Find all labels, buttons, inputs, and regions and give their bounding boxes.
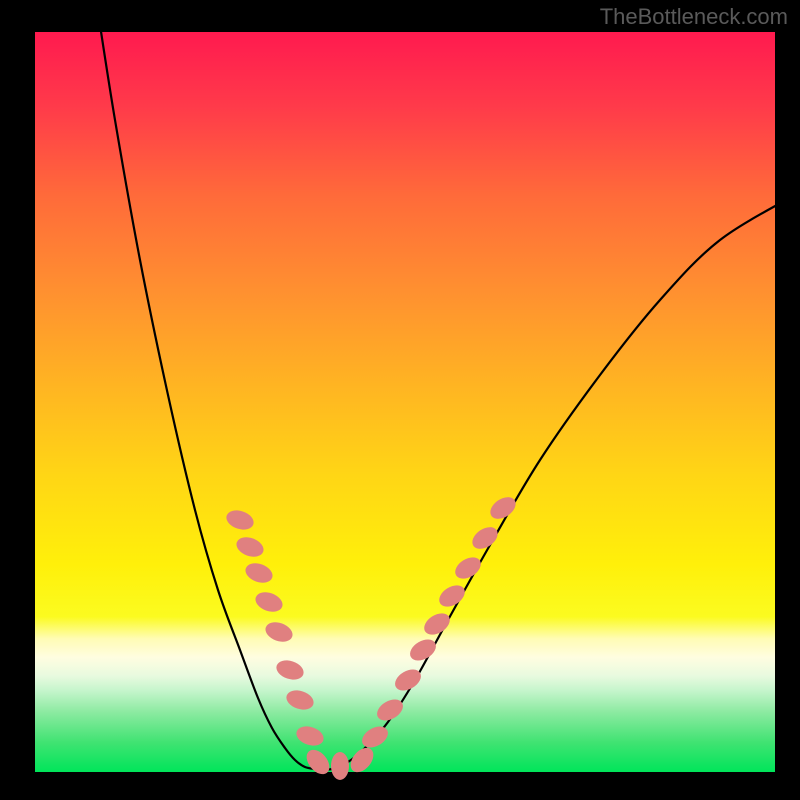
left-curve <box>98 12 315 769</box>
bead-left <box>253 589 285 615</box>
svg-layer <box>0 0 800 800</box>
bead-left <box>234 534 266 560</box>
chart-container: TheBottleneck.com <box>0 0 800 800</box>
bead-left <box>294 723 326 749</box>
watermark-text: TheBottleneck.com <box>600 4 788 30</box>
bead-left <box>224 507 256 533</box>
bead-left <box>284 687 316 713</box>
bead-right <box>435 581 468 611</box>
bead-right <box>358 722 391 752</box>
right-curve <box>315 195 795 770</box>
bead-right <box>468 523 501 554</box>
bead-right <box>420 609 453 639</box>
bead-left <box>274 657 306 683</box>
bead-left <box>243 560 275 586</box>
bead-bottom <box>302 745 334 778</box>
bead-right <box>486 493 519 524</box>
bead-left <box>263 619 295 645</box>
bead-right <box>451 553 484 583</box>
bead-bottom <box>331 752 349 780</box>
bead-right <box>406 635 439 665</box>
